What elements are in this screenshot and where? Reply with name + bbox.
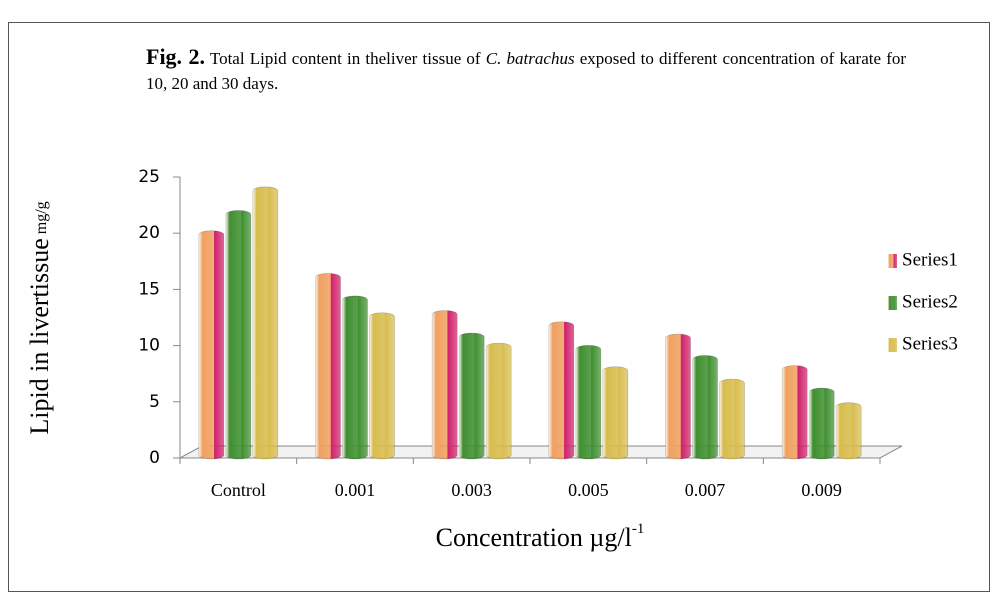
species: C. batrachus: [485, 49, 575, 68]
bar: [485, 342, 512, 460]
y-tick-label: 5: [149, 392, 160, 412]
x-tick-label: 0.005: [568, 480, 609, 500]
caption: Fig. 2. Total Lipid content in theliver …: [146, 44, 906, 96]
bar: [719, 378, 745, 460]
y-axis-label: Lipid in livertissue mg/g: [25, 201, 54, 434]
legend-label: Series3: [902, 333, 958, 354]
bar: [808, 387, 835, 460]
bar: [342, 295, 368, 460]
bar: [575, 345, 602, 460]
x-tick-label: 0.003: [451, 480, 492, 500]
bar: [602, 366, 629, 460]
bar: [369, 312, 395, 460]
caption-text: exposed to different concentration of ka…: [146, 49, 907, 93]
y-tick-label: 15: [138, 279, 160, 299]
x-tick-label: Control: [211, 480, 266, 500]
legend-label: Series1: [902, 249, 958, 270]
bar: [835, 402, 862, 460]
bar: [431, 310, 458, 460]
figure-label: Fig. 2.: [146, 44, 205, 69]
bar: [198, 230, 225, 460]
bar: [548, 321, 575, 460]
bar: [781, 365, 808, 460]
x-tick-label: 0.001: [335, 480, 376, 500]
legend-swatch: [888, 296, 897, 310]
bar: [252, 186, 279, 460]
x-tick-label: 0.007: [685, 480, 726, 500]
x-tick-label: 0.009: [801, 480, 842, 500]
bar: [225, 210, 252, 460]
caption-text: Total Lipid content in theliver tissue o…: [209, 49, 481, 68]
y-tick-label: 20: [138, 223, 160, 243]
bar: [458, 332, 485, 460]
y-tick-label: 10: [138, 336, 160, 356]
bar: [665, 333, 691, 460]
legend-label: Series2: [902, 291, 958, 312]
legend-swatch: [888, 338, 897, 352]
bar: [315, 273, 341, 460]
y-tick-label: 0: [149, 448, 160, 468]
legend-swatch: [888, 254, 897, 268]
y-tick-label: 25: [138, 167, 160, 187]
bar: [692, 355, 718, 460]
x-axis-label: Concentration µg/l-1: [436, 521, 645, 552]
